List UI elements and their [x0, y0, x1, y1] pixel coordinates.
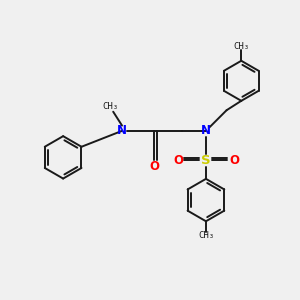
- Text: N: N: [201, 124, 211, 137]
- Text: O: O: [149, 160, 159, 173]
- Text: CH₃: CH₃: [103, 102, 119, 111]
- Text: O: O: [229, 154, 239, 167]
- Text: CH₃: CH₃: [198, 232, 214, 241]
- Text: CH₃: CH₃: [233, 42, 249, 51]
- Text: N: N: [117, 124, 127, 137]
- Text: S: S: [201, 154, 211, 167]
- Text: O: O: [173, 154, 183, 167]
